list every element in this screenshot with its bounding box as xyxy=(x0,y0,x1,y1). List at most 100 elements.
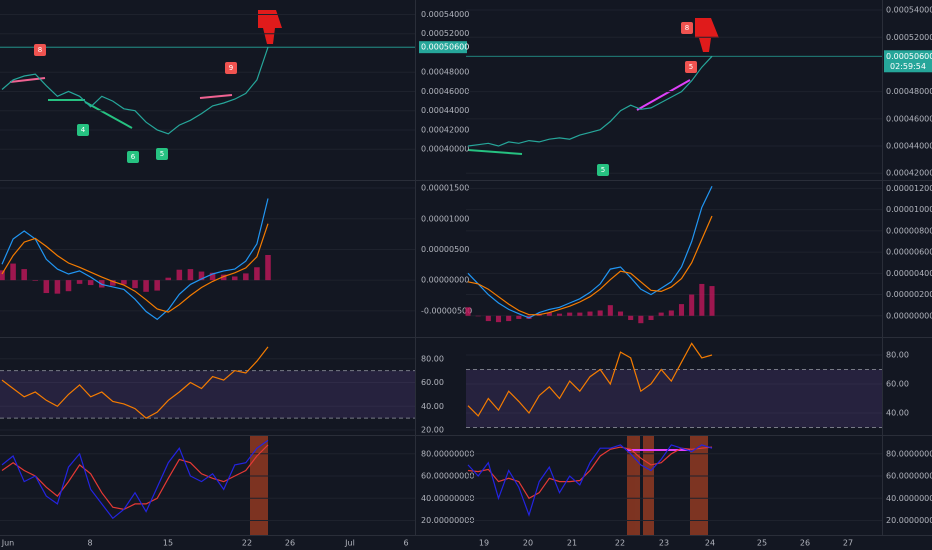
signal-label: 5 xyxy=(689,63,693,71)
histogram-bar xyxy=(187,269,194,281)
last-price-box xyxy=(419,41,467,54)
histogram-bar xyxy=(475,315,481,317)
trend-line xyxy=(199,94,233,99)
x-tick-label: 20 xyxy=(523,539,533,548)
y-tick-label: 0.00000000 xyxy=(886,311,932,320)
histogram-bar xyxy=(556,313,563,316)
histogram-bar xyxy=(54,280,61,294)
histogram-bar xyxy=(132,280,138,289)
y-tick-label: 40.00000000 xyxy=(421,494,474,503)
histogram-bar xyxy=(254,267,260,281)
histogram-bar xyxy=(154,280,160,291)
histogram-bar xyxy=(243,273,249,281)
histogram-bar xyxy=(628,315,634,321)
y-tick-label: 40.00 xyxy=(421,402,444,411)
y-tick-label: 0.00048000 xyxy=(886,87,932,96)
y-tick-label: 60.00 xyxy=(886,379,909,388)
y-tick-label: 0.00001000 xyxy=(421,214,469,223)
x-tick-label: 6 xyxy=(403,539,408,548)
highlight xyxy=(690,436,708,535)
histogram-bar xyxy=(658,312,664,316)
signal-label: 9 xyxy=(229,64,233,72)
series-line xyxy=(467,186,713,319)
histogram-bar xyxy=(699,283,705,316)
histogram-bar xyxy=(689,294,695,316)
histogram-bar xyxy=(198,271,205,281)
band-fill xyxy=(466,369,882,428)
signal-label: 8 xyxy=(38,46,42,54)
histogram-bar xyxy=(43,280,50,294)
y-tick-label: 0.00040000 xyxy=(421,145,469,154)
last-price-box xyxy=(884,50,932,73)
y-tick-label: 0.00052000 xyxy=(421,29,469,38)
x-tick-label: 8 xyxy=(87,539,92,548)
series-line xyxy=(1,439,269,520)
y-tick-label: 40.00 xyxy=(886,408,909,417)
series-line xyxy=(467,444,713,517)
histogram-bar xyxy=(495,315,502,323)
histogram-bar xyxy=(516,315,522,319)
histogram-bar xyxy=(176,269,183,281)
y-tick-label: 0.00001200 xyxy=(886,184,932,193)
last-price-label: 0.00050600 xyxy=(886,52,932,61)
histogram-bar xyxy=(165,277,172,281)
x-tick-label: 26 xyxy=(285,539,295,548)
band-fill xyxy=(0,370,415,419)
histogram-bar xyxy=(678,304,685,316)
signal-marker xyxy=(225,62,237,74)
highlight xyxy=(643,436,654,535)
signal-label: 6 xyxy=(131,153,136,161)
histogram-bar xyxy=(668,310,674,316)
signal-marker xyxy=(681,22,693,34)
histogram-bar xyxy=(648,315,654,321)
y-tick-label: 0.00044000 xyxy=(886,142,932,151)
x-tick-label: 22 xyxy=(615,539,625,548)
signal-marker xyxy=(597,164,609,176)
histogram-bar xyxy=(597,310,603,316)
y-tick-label: 60.00 xyxy=(421,378,444,387)
x-tick-label: Jul xyxy=(344,539,355,548)
signal-label: 5 xyxy=(160,150,164,158)
y-tick-label: 0.00000500 xyxy=(421,245,469,254)
histogram-bar xyxy=(577,312,583,316)
histogram-bar xyxy=(709,286,715,316)
y-tick-label: 0.00052000 xyxy=(886,33,932,42)
x-tick-label: 19 xyxy=(479,539,489,548)
histogram-bar xyxy=(121,280,127,285)
histogram-bar xyxy=(465,307,471,316)
histogram-bar xyxy=(76,280,83,284)
series-line xyxy=(1,444,269,511)
y-tick-label: 0.00000800 xyxy=(886,226,932,235)
y-tick-label: 0.00048000 xyxy=(421,68,469,77)
series-line xyxy=(1,198,269,321)
y-tick-label: -0.00000500 xyxy=(421,306,472,315)
series-line xyxy=(1,346,269,419)
last-price-label: 0.00050600 xyxy=(421,43,469,52)
histogram-bar xyxy=(87,280,94,286)
highlight xyxy=(250,436,268,535)
series-line xyxy=(1,223,269,313)
y-tick-label: 0.00042000 xyxy=(421,125,469,134)
trend-lines xyxy=(9,77,691,451)
y-tick-label: 0.00054000 xyxy=(421,10,469,19)
histogram-bar xyxy=(638,315,644,324)
signal-marker xyxy=(685,61,697,73)
x-tick-label: 21 xyxy=(567,539,577,548)
y-tick-label: 0.00000600 xyxy=(886,248,932,257)
y-tick-label: 0.00001500 xyxy=(421,184,469,193)
y-tick-label: 80.00000000 xyxy=(421,449,474,458)
series-line xyxy=(1,47,269,135)
histogram-bar xyxy=(265,254,271,281)
y-tick-label: 0.00046000 xyxy=(421,87,469,96)
histogram-bar xyxy=(65,280,72,292)
y-tick-label: 80.00000000 xyxy=(886,449,932,458)
signal-label: 8 xyxy=(685,24,689,32)
histogram-bar xyxy=(485,315,491,322)
y-tick-label: 60.00000000 xyxy=(421,472,474,481)
y-tick-label: 20.00000000 xyxy=(421,516,474,525)
y-tick-label: 0.00046000 xyxy=(886,114,932,123)
series-line xyxy=(467,446,713,500)
histogram-bar xyxy=(567,312,573,316)
y-tick-label: 0.00000000 xyxy=(421,276,469,285)
y-tick-label: 0.00000200 xyxy=(886,290,932,299)
